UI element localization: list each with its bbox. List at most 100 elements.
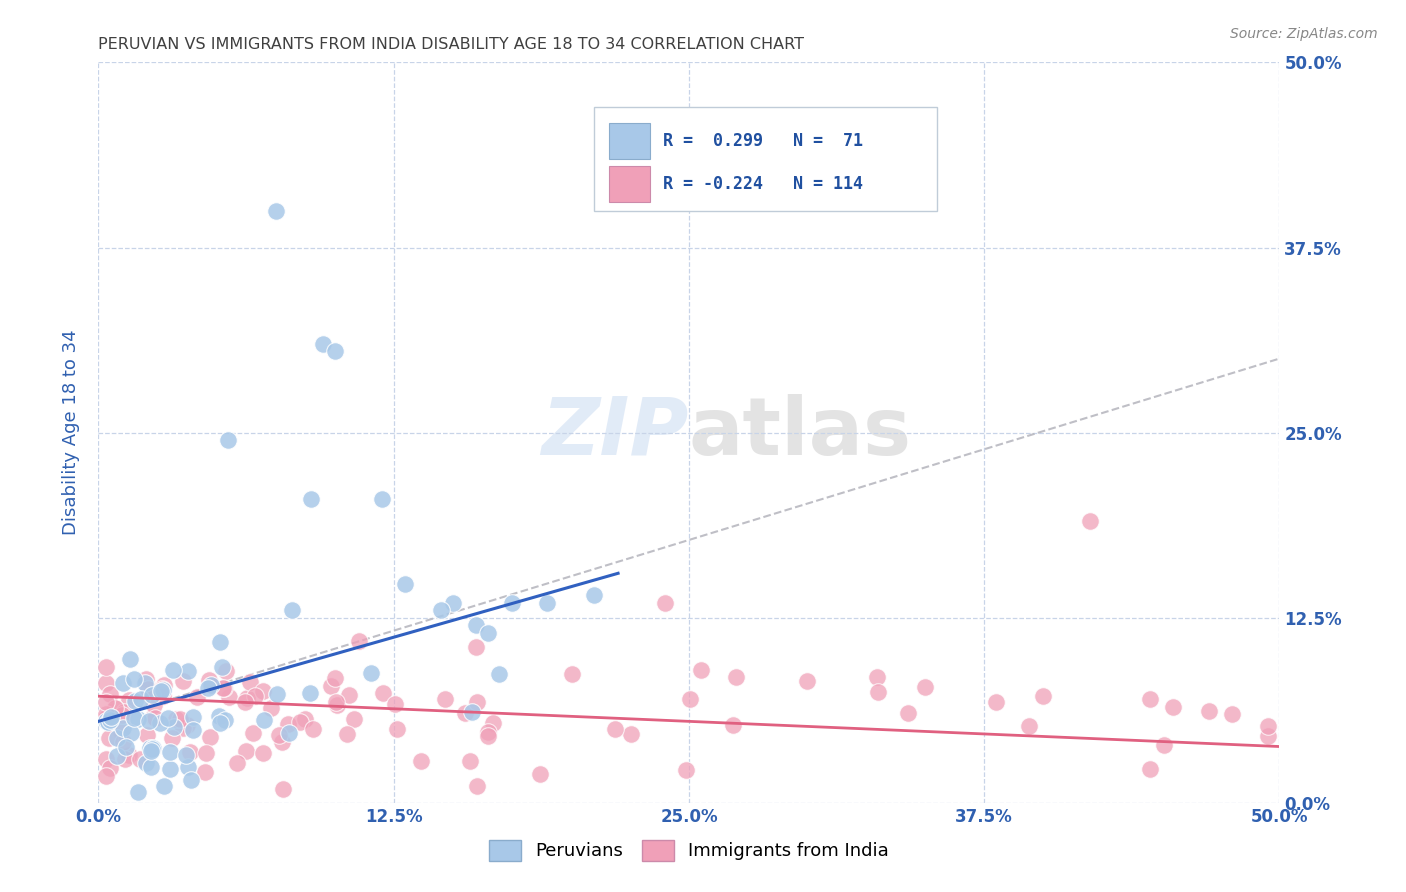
Point	[114, 740, 136, 755]
Point	[94, 695, 117, 709]
Point	[371, 685, 394, 699]
Point	[675, 763, 697, 777]
Text: atlas: atlas	[689, 393, 912, 472]
Point	[94, 752, 117, 766]
Point	[1139, 762, 1161, 776]
Point	[162, 663, 184, 677]
Point	[124, 694, 146, 708]
Point	[177, 664, 200, 678]
Point	[347, 634, 370, 648]
Point	[441, 596, 464, 610]
Point	[152, 682, 174, 697]
Point	[174, 747, 197, 762]
Point	[111, 721, 134, 735]
Point	[267, 728, 290, 742]
Point	[225, 756, 247, 770]
Text: ZIP: ZIP	[541, 393, 689, 472]
Point	[477, 724, 499, 739]
Legend: Peruvians, Immigrants from India: Peruvians, Immigrants from India	[481, 832, 897, 868]
Point	[796, 674, 818, 689]
Point	[183, 709, 205, 723]
Point	[98, 762, 121, 776]
FancyBboxPatch shape	[595, 107, 936, 211]
Point	[98, 713, 121, 727]
Point	[156, 711, 179, 725]
Point	[536, 596, 558, 610]
Point	[200, 678, 222, 692]
Point	[260, 701, 283, 715]
Text: Source: ZipAtlas.com: Source: ZipAtlas.com	[1230, 27, 1378, 41]
Point	[239, 675, 262, 690]
Point	[212, 681, 235, 695]
Point	[138, 682, 160, 697]
Point	[387, 722, 409, 736]
Text: R = -0.224   N = 114: R = -0.224 N = 114	[664, 175, 863, 193]
Point	[138, 714, 160, 728]
Point	[97, 731, 120, 745]
Point	[430, 603, 453, 617]
Point	[465, 695, 488, 709]
Point	[150, 683, 173, 698]
Point	[122, 711, 145, 725]
Point	[176, 760, 198, 774]
Point	[197, 681, 219, 695]
Point	[120, 652, 142, 666]
Point	[1153, 738, 1175, 752]
Point	[153, 780, 176, 794]
Point	[337, 688, 360, 702]
Point	[149, 716, 172, 731]
Point	[194, 746, 217, 760]
Point	[127, 785, 149, 799]
Point	[135, 756, 157, 771]
Point	[179, 745, 201, 759]
Point	[143, 711, 166, 725]
Point	[302, 723, 325, 737]
Point	[465, 640, 488, 655]
Point	[270, 735, 292, 749]
Point	[149, 683, 172, 698]
Point	[198, 673, 221, 687]
Point	[477, 625, 499, 640]
Point	[142, 741, 165, 756]
Point	[488, 667, 510, 681]
FancyBboxPatch shape	[609, 166, 650, 202]
Point	[1220, 706, 1243, 721]
Point	[214, 713, 236, 727]
Point	[299, 492, 322, 507]
Point	[281, 603, 304, 617]
Point	[343, 712, 366, 726]
Point	[583, 589, 606, 603]
Point	[465, 618, 488, 632]
Point	[98, 687, 121, 701]
Point	[264, 203, 287, 218]
Point	[94, 711, 117, 725]
Point	[603, 722, 626, 736]
Point	[654, 596, 676, 610]
Point	[233, 695, 256, 709]
Point	[141, 683, 163, 698]
Point	[529, 767, 551, 781]
Point	[243, 690, 266, 704]
Point	[198, 730, 221, 744]
Point	[312, 336, 335, 351]
Point	[481, 716, 503, 731]
Point	[501, 596, 523, 610]
Point	[984, 695, 1007, 709]
Point	[124, 672, 146, 686]
Point	[252, 683, 274, 698]
Point	[194, 764, 217, 779]
Point	[1139, 692, 1161, 706]
Point	[1032, 689, 1054, 703]
Point	[458, 755, 481, 769]
Point	[105, 731, 128, 746]
Point	[319, 680, 342, 694]
Point	[104, 700, 127, 714]
Point	[454, 706, 477, 720]
Text: R =  0.299   N =  71: R = 0.299 N = 71	[664, 132, 863, 150]
Point	[111, 676, 134, 690]
Point	[163, 720, 186, 734]
Point	[277, 716, 299, 731]
Point	[94, 676, 117, 690]
Point	[218, 690, 240, 704]
Point	[236, 690, 259, 705]
